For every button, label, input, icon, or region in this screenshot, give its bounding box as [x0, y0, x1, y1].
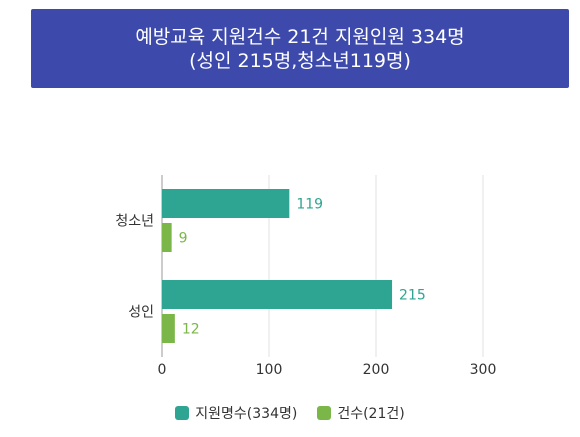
- chart-title-line2: (성인 215명,청소년119명): [189, 49, 411, 72]
- legend-item-cases[interactable]: 건수(21건): [317, 403, 405, 423]
- bar-0-0: [162, 189, 290, 218]
- y-category-label-1: 성인: [128, 305, 154, 321]
- x-tick-label-0: 0: [158, 362, 167, 378]
- bar-1-1: [162, 314, 175, 343]
- chart-title-banner: 예방교육 지원건수 21건 지원인원 334명 (성인 215명,청소년119명…: [31, 9, 569, 88]
- bar-value-label-0-0: 119: [296, 197, 323, 213]
- legend-label-cases: 건수(21건): [337, 406, 405, 422]
- x-tick-label-100: 100: [256, 362, 283, 378]
- x-tick-label-300: 300: [470, 362, 497, 378]
- y-category-label-0: 청소년: [115, 214, 154, 230]
- bar-0-1: [162, 223, 172, 252]
- chart-legend: 지원명수(334명) 건수(21건): [0, 403, 580, 423]
- bar-value-label-1-1: 12: [182, 322, 200, 338]
- legend-item-people[interactable]: 지원명수(334명): [175, 403, 297, 423]
- legend-swatch-cases: [317, 406, 332, 420]
- legend-label-people: 지원명수(334명): [195, 406, 298, 422]
- x-tick-label-200: 200: [363, 362, 390, 378]
- legend-swatch-people: [175, 406, 190, 420]
- bar-value-label-0-1: 9: [179, 231, 188, 247]
- bar-value-label-1-0: 215: [399, 288, 426, 304]
- bar-1-0: [162, 280, 393, 309]
- chart-title-line1: 예방교육 지원건수 21건 지원인원 334명: [135, 25, 465, 48]
